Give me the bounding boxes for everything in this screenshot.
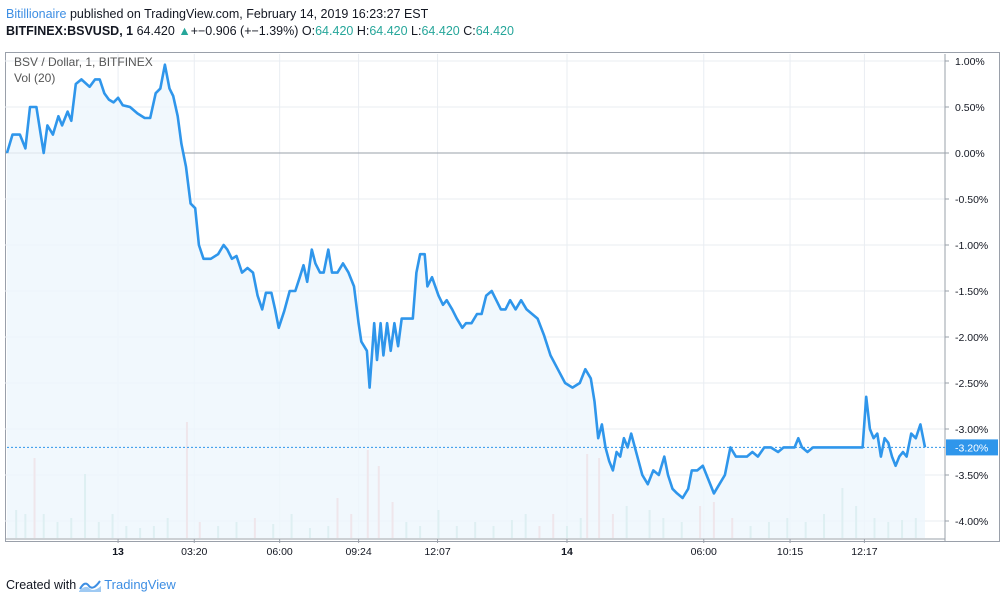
open-value: 64.420 <box>315 24 354 38</box>
last-price: 64.420 <box>136 24 175 38</box>
y-tick-label: -3.50% <box>955 470 988 482</box>
y-tick-label: -3.00% <box>955 424 988 436</box>
published-text: published on TradingView.com, February 1… <box>69 7 429 21</box>
x-tick-label: 13 <box>112 546 124 558</box>
symbol-label: BITFINEX:BSVUSD, 1 <box>6 24 134 38</box>
chart-frame[interactable] <box>5 52 1000 542</box>
x-tick-label: 06:00 <box>267 546 293 558</box>
series-title: BSV / Dollar, 1, BITFINEX <box>14 55 153 69</box>
y-tick-label: 0.00% <box>955 148 985 160</box>
last-value-badge-group: -3.20% <box>7 439 998 456</box>
y-tick-label: -0.50% <box>955 194 988 206</box>
chart-legend: BSV / Dollar, 1, BITFINEX Vol (20) <box>14 54 153 86</box>
tradingview-logo-icon <box>79 579 102 592</box>
high-value: 64.420 <box>369 24 408 38</box>
x-tick-label: 09:24 <box>345 546 371 558</box>
volume-title: Vol (20) <box>14 71 56 85</box>
author-link[interactable]: Bitillionaire <box>6 7 67 21</box>
x-tick-label: 06:00 <box>691 546 717 558</box>
y-axis: 1.00% 0.50% 0.00% -0.50% -1.00% -1.50% -2.00% -… <box>945 56 988 528</box>
high-label: H: <box>356 24 370 38</box>
open-label: O: <box>301 24 316 38</box>
y-tick-label: -4.00% <box>955 516 988 528</box>
price-area <box>7 64 925 538</box>
y-tick-label: 0.50% <box>955 102 985 114</box>
tradingview-brand[interactable]: TradingView <box>104 577 176 592</box>
close-value: 64.420 <box>475 24 514 38</box>
x-tick-label: 12:07 <box>424 546 450 558</box>
y-tick-label: -2.50% <box>955 378 988 390</box>
x-tick-label: 12:17 <box>851 546 877 558</box>
close-label: C: <box>463 24 476 38</box>
footer: Created with TradingView <box>6 577 176 592</box>
low-label: L: <box>411 24 422 38</box>
last-value-badge <box>946 439 998 456</box>
last-value-label: -3.20% <box>955 442 988 454</box>
y-tick-label: -1.00% <box>955 240 988 252</box>
symbol-quote-line: BITFINEX:BSVUSD, 1 64.420 ▲+−0.906 (+−1.… <box>6 22 514 40</box>
y-tick-label: 1.00% <box>955 56 985 68</box>
up-triangle-icon: ▲ <box>178 24 191 38</box>
y-tick-label: -2.00% <box>955 332 988 344</box>
x-tick-label: 10:15 <box>777 546 803 558</box>
x-tick-label: 03:20 <box>181 546 207 558</box>
x-tick-label: 14 <box>561 546 573 558</box>
price-change: +−0.906 (+−1.39%) <box>190 24 299 38</box>
low-value: 64.420 <box>421 24 460 38</box>
created-with-text: Created with <box>6 577 77 592</box>
y-tick-label: -1.50% <box>955 286 988 298</box>
publish-header: Bitillionaire published on TradingView.c… <box>6 5 428 23</box>
x-axis: 13 03:20 06:00 09:24 12:07 14 06:00 10:15 12:17 <box>112 539 878 558</box>
